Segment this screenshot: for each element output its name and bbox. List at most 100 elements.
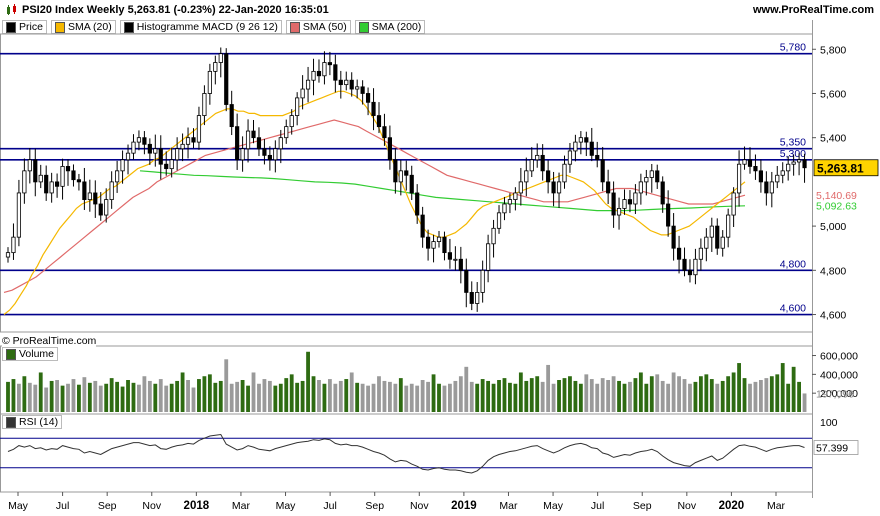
candle-body [365, 93, 371, 103]
volume-bar [300, 380, 305, 412]
volume-bar [202, 376, 207, 412]
price-panel-frame [0, 33, 813, 333]
x-tick-label: May [8, 500, 29, 512]
legend-item[interactable]: SMA (50) [285, 20, 351, 34]
volume-bar [731, 372, 736, 412]
volume-bar [655, 374, 660, 412]
candle-body [573, 141, 578, 152]
candle-body [175, 148, 180, 161]
volume-bar [797, 381, 801, 412]
volume-bar [540, 381, 545, 412]
volume-bar [338, 380, 343, 412]
volume-bar [758, 380, 763, 412]
legend-item[interactable]: SMA (200) [354, 20, 426, 34]
volume-bar [628, 381, 632, 412]
rsi-panel-frame [0, 413, 813, 493]
candle-body [507, 199, 513, 205]
volume-bar [120, 386, 125, 412]
volume-bar [191, 387, 196, 412]
price-y-tick-label: 5,400 [820, 133, 846, 145]
candle-body [38, 174, 43, 183]
candle-body [502, 203, 507, 214]
volume-bar [764, 378, 769, 412]
x-tick-label: Sep [98, 500, 117, 512]
volume-bar [698, 376, 703, 412]
chart-title: PSI20 Index Weekly 5,263.81 (-0.23%) 22-… [22, 4, 329, 16]
volume-last-value: 197,096 [816, 388, 854, 400]
x-tick-label: Nov [142, 500, 161, 512]
volume-bar [464, 366, 469, 412]
volume-bar [420, 380, 425, 412]
volume-bar [235, 381, 240, 412]
candle-body [300, 88, 305, 99]
candle-body [638, 181, 643, 194]
candle-body [464, 269, 469, 293]
sma50-line [3, 119, 746, 293]
volume-bar [426, 381, 431, 412]
candle-body [682, 258, 687, 271]
volume-bar [355, 382, 360, 412]
volume-bar [306, 351, 310, 412]
level-label: 5,300 [780, 148, 806, 160]
volume-bar [562, 378, 567, 412]
candle-body [529, 159, 534, 172]
candle-body [147, 143, 152, 154]
volume-bar [458, 376, 463, 412]
volume-bar [267, 380, 272, 412]
candle-body [764, 181, 769, 194]
candle-body [27, 159, 32, 172]
legend-label: Price [19, 21, 43, 33]
candle-body [420, 214, 425, 238]
candle-body [442, 236, 447, 254]
volume-bar [333, 383, 338, 412]
legend-label: SMA (200) [371, 21, 422, 33]
volume-y-tick-label: 200,000 [820, 388, 858, 400]
chart-type-icon[interactable] [6, 4, 18, 16]
rsi-y-tick-label: 100 [820, 417, 838, 429]
rsi-panel-label[interactable]: RSI (14) [2, 415, 63, 429]
candle-body [295, 97, 300, 116]
candle-body [125, 152, 131, 161]
legend-item[interactable]: SMA (20) [50, 20, 116, 34]
candle-body [709, 225, 714, 238]
volume-bar [737, 363, 741, 412]
volume-bar [262, 379, 267, 412]
volume-label: Volume [19, 348, 55, 360]
sma-value-label: 5,092.63 [816, 201, 857, 213]
candle-body [327, 62, 332, 66]
volume-bar [595, 383, 600, 412]
candle-body [76, 179, 82, 183]
candle-body [16, 192, 22, 238]
volume-bar [508, 382, 512, 412]
candle-body [769, 181, 774, 194]
volume-bar [126, 380, 130, 412]
volume-y-tick-label: 600,000 [820, 351, 858, 363]
volume-panel-label[interactable]: Volume [2, 347, 59, 361]
candle-body [415, 192, 420, 216]
candle-body [316, 70, 322, 77]
price-y-tick-label: 5,800 [820, 44, 846, 56]
legend-item[interactable]: Histogramme MACD (9 26 12) [119, 20, 282, 34]
volume-bar [6, 381, 10, 412]
volume-bar [469, 381, 474, 412]
candle-body [775, 174, 780, 183]
candle-body [736, 163, 742, 194]
price-y-tick-label: 4,800 [820, 265, 846, 277]
candle-body [742, 159, 747, 165]
volume-bar [589, 379, 594, 412]
volume-bar [704, 374, 709, 412]
candle-body [436, 236, 442, 242]
rsi-swatch [6, 416, 16, 428]
volume-bar [44, 387, 49, 412]
candle-body [627, 199, 633, 205]
volume-bar [437, 383, 441, 412]
volume-bar [197, 379, 201, 412]
candle-body [387, 137, 392, 161]
candle-body [611, 192, 616, 216]
x-tick-label: Mar [232, 500, 251, 512]
volume-bar [82, 377, 87, 412]
volume-bar [284, 378, 289, 412]
volume-bar [682, 379, 687, 412]
legend-item[interactable]: Price [2, 20, 47, 34]
